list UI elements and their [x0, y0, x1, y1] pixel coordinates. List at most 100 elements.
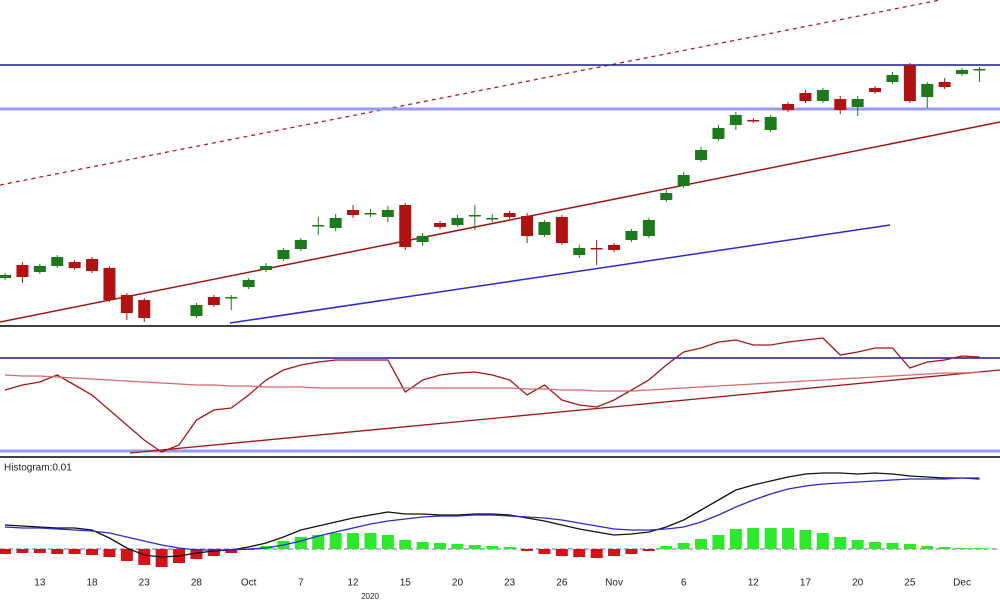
histogram-bar — [0, 549, 12, 554]
histogram-bar — [312, 535, 325, 549]
candle-body — [869, 88, 882, 92]
histogram-bar — [886, 543, 899, 549]
candle-body — [938, 82, 951, 87]
candle-body — [312, 225, 325, 227]
candle-body — [242, 280, 255, 287]
candle-body — [329, 218, 342, 228]
x-tick-label: 6 — [681, 578, 687, 589]
histogram-bar — [190, 549, 203, 559]
candle-body — [86, 259, 99, 271]
histogram-bar — [120, 549, 133, 561]
candle-body — [416, 236, 429, 242]
histogram-bar — [712, 535, 725, 549]
x-tick-label: Dec — [953, 578, 971, 589]
candle-body — [851, 99, 864, 107]
histogram-bar — [399, 540, 412, 549]
histogram-bar — [86, 549, 99, 555]
histogram-label: Histogram:0.01 — [4, 463, 72, 474]
x-tick-label: 12 — [748, 578, 760, 589]
histogram-bar — [851, 540, 864, 549]
x-tick-label: 13 — [34, 578, 46, 589]
candle-body — [207, 297, 220, 305]
candle-body — [642, 220, 655, 236]
histogram-bar — [16, 549, 29, 553]
candle-body — [903, 65, 916, 101]
candle-body — [590, 248, 603, 250]
candle-body — [347, 210, 360, 215]
histogram-bar — [869, 542, 882, 549]
x-tick-label: 26 — [556, 578, 568, 589]
x-tick-label: 18 — [86, 578, 98, 589]
candle-body — [538, 222, 551, 235]
candle-body — [468, 215, 481, 217]
histogram-bar — [225, 549, 238, 553]
histogram-bar — [973, 548, 986, 549]
histogram-bar — [956, 548, 969, 549]
histogram-bar — [642, 549, 655, 551]
candle-body — [16, 265, 29, 277]
candle-body — [51, 257, 64, 266]
histogram-bar — [155, 549, 168, 567]
histogram-bar — [451, 544, 464, 549]
histogram-bar — [538, 549, 551, 554]
histogram-bar — [625, 549, 638, 554]
histogram-bar — [434, 543, 447, 549]
histogram-bar — [834, 537, 847, 549]
candle-body — [677, 175, 690, 186]
candle-body — [434, 223, 447, 227]
x-tick-label: Nov — [605, 578, 623, 589]
histogram-bar — [138, 549, 151, 565]
candle-body — [782, 104, 795, 110]
candle-body — [68, 262, 81, 268]
indicator-line — [4, 371, 980, 392]
histogram-bar — [573, 549, 586, 557]
candle-body — [956, 70, 969, 74]
candle-body — [573, 248, 586, 255]
trend-line — [129, 369, 1000, 454]
candle-body — [277, 250, 290, 259]
histogram-bar — [329, 533, 342, 549]
macd-line — [4, 472, 980, 558]
candle-body — [503, 213, 516, 217]
histogram-bar — [364, 533, 377, 549]
histogram-bar — [503, 547, 516, 549]
histogram-bar — [555, 549, 568, 556]
macd-line — [4, 477, 980, 551]
candle-body — [660, 193, 673, 200]
candle-body — [799, 93, 812, 101]
histogram-bar — [764, 528, 777, 549]
x-tick-label: 23 — [504, 578, 516, 589]
trend-line — [229, 224, 891, 324]
x-tick-label: 12 — [347, 578, 359, 589]
candle-body — [712, 128, 725, 139]
candle-body — [521, 216, 534, 236]
x-tick-label: Oct — [241, 578, 257, 589]
candle-body — [695, 150, 708, 160]
x-tick-label: 28 — [191, 578, 203, 589]
histogram-bar — [103, 549, 116, 557]
histogram-bar — [381, 535, 394, 549]
histogram-bar — [590, 549, 603, 558]
trend-line — [0, 121, 1000, 323]
candle-body — [816, 90, 829, 101]
candle-body — [225, 297, 238, 299]
candle-body — [451, 218, 464, 225]
histogram-bar — [347, 533, 360, 549]
candle-body — [555, 217, 568, 243]
candle-body — [33, 266, 46, 272]
histogram-bar — [938, 547, 951, 549]
candle-body — [747, 120, 760, 122]
candle-body — [764, 117, 777, 130]
histogram-bar — [416, 542, 429, 549]
candle-body — [294, 240, 307, 249]
x-tick-label: 7 — [298, 578, 304, 589]
histogram-bar — [903, 544, 916, 549]
candle-body — [886, 75, 899, 82]
x-tick-label: 20 — [852, 578, 864, 589]
candle-body — [103, 268, 116, 300]
x-tick-label: 17 — [800, 578, 812, 589]
histogram-bar — [207, 549, 220, 556]
candle-body — [190, 305, 203, 316]
